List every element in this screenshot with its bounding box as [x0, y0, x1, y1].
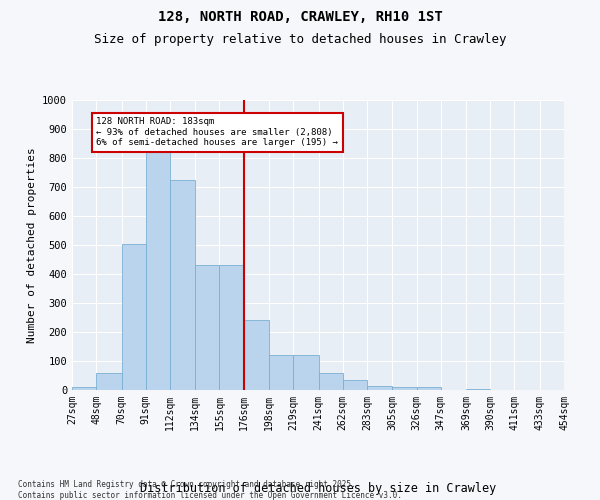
Y-axis label: Number of detached properties: Number of detached properties	[26, 147, 37, 343]
Text: 128 NORTH ROAD: 183sqm
← 93% of detached houses are smaller (2,808)
6% of semi-d: 128 NORTH ROAD: 183sqm ← 93% of detached…	[96, 118, 338, 147]
Bar	[244, 320, 269, 390]
Bar	[319, 372, 343, 390]
Bar	[122, 244, 146, 390]
Text: Contains HM Land Registry data © Crown copyright and database right 2025.
Contai: Contains HM Land Registry data © Crown c…	[18, 480, 402, 500]
Bar	[96, 372, 122, 390]
Bar	[293, 355, 319, 390]
Text: Size of property relative to detached houses in Crawley: Size of property relative to detached ho…	[94, 32, 506, 46]
Bar	[146, 151, 170, 390]
Bar	[367, 386, 392, 390]
Bar	[392, 387, 416, 390]
Bar	[170, 180, 195, 390]
Bar	[416, 387, 441, 390]
Text: Distribution of detached houses by size in Crawley: Distribution of detached houses by size …	[140, 482, 496, 495]
Text: 128, NORTH ROAD, CRAWLEY, RH10 1ST: 128, NORTH ROAD, CRAWLEY, RH10 1ST	[158, 10, 442, 24]
Bar	[220, 266, 244, 390]
Bar	[343, 380, 367, 390]
Bar	[466, 388, 490, 390]
Bar	[195, 266, 220, 390]
Bar	[72, 387, 96, 390]
Bar	[269, 355, 293, 390]
